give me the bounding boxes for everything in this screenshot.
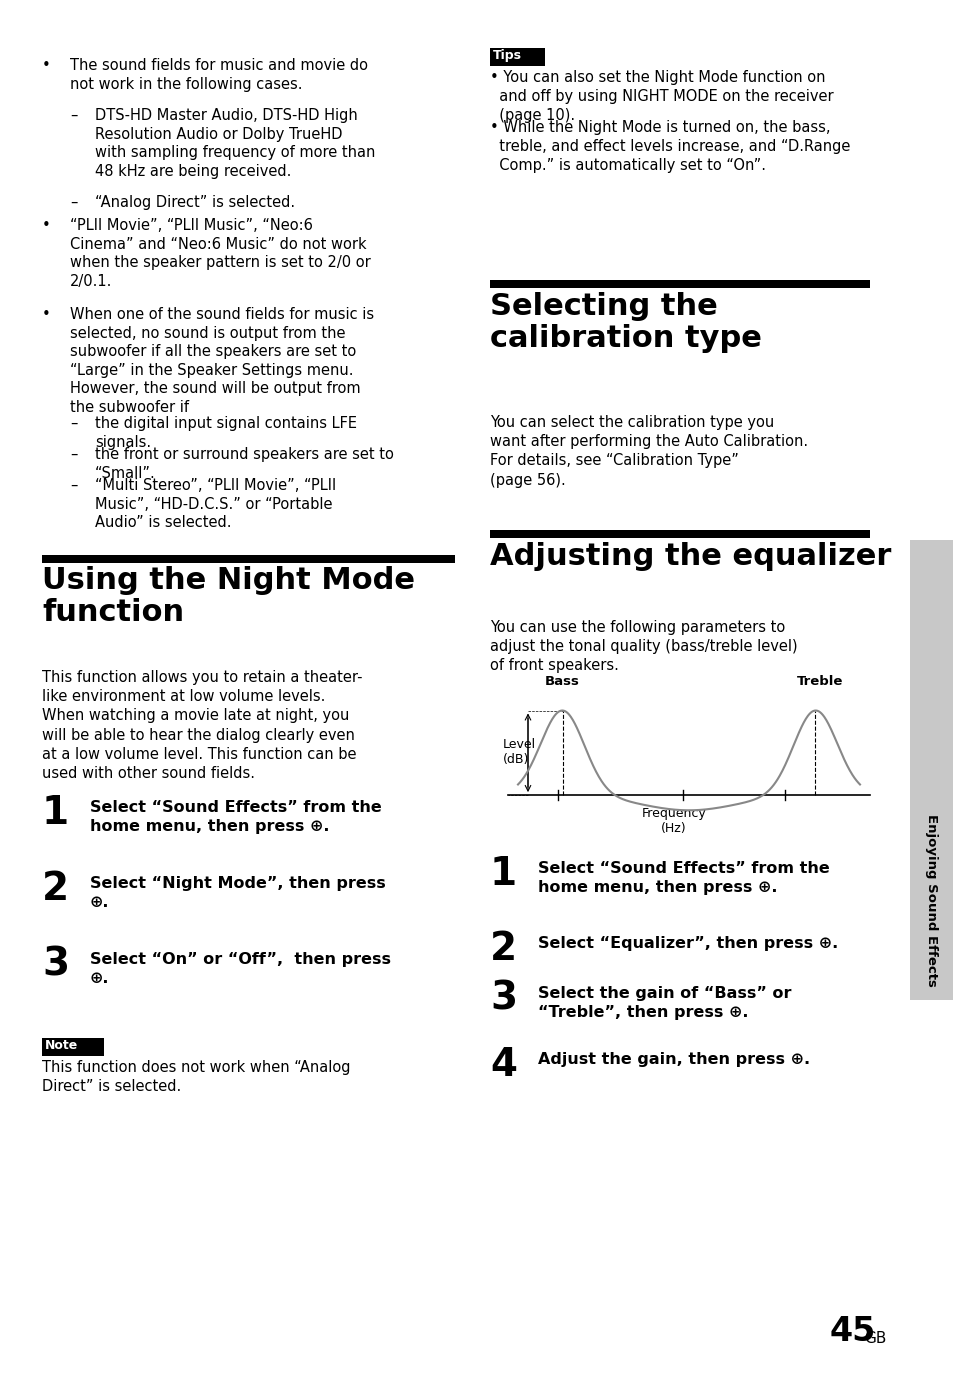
Text: 4: 4 xyxy=(490,1046,517,1085)
Text: Select “Sound Effects” from the
home menu, then press ⊕.: Select “Sound Effects” from the home men… xyxy=(537,861,829,895)
Text: Frequency
(Hz): Frequency (Hz) xyxy=(641,807,705,835)
Bar xyxy=(909,540,953,1000)
Text: •: • xyxy=(42,308,51,323)
Text: DTS-HD Master Audio, DTS-HD High
Resolution Audio or Dolby TrueHD
with sampling : DTS-HD Master Audio, DTS-HD High Resolut… xyxy=(95,108,375,178)
Text: Select “Night Mode”, then press
⊕.: Select “Night Mode”, then press ⊕. xyxy=(90,876,385,909)
Text: •: • xyxy=(42,218,51,233)
Text: 1: 1 xyxy=(490,855,517,892)
Text: the digital input signal contains LFE
signals.: the digital input signal contains LFE si… xyxy=(95,416,356,449)
Text: • While the Night Mode is turned on, the bass,
  treble, and effect levels incre: • While the Night Mode is turned on, the… xyxy=(490,119,849,173)
Text: 3: 3 xyxy=(490,980,517,1017)
Text: Adjusting the equalizer: Adjusting the equalizer xyxy=(490,542,890,571)
Bar xyxy=(490,48,544,66)
Text: Tips: Tips xyxy=(493,49,521,62)
Text: Treble: Treble xyxy=(797,676,842,688)
Text: Adjust the gain, then press ⊕.: Adjust the gain, then press ⊕. xyxy=(537,1052,809,1067)
Text: The sound fields for music and movie do
not work in the following cases.: The sound fields for music and movie do … xyxy=(70,58,368,92)
Text: 45: 45 xyxy=(829,1315,876,1348)
Text: GB: GB xyxy=(863,1330,885,1346)
Bar xyxy=(42,555,455,563)
Text: This function allows you to retain a theater-
like environment at low volume lev: This function allows you to retain a the… xyxy=(42,670,362,781)
Text: This function does not work when “Analog
Direct” is selected.: This function does not work when “Analog… xyxy=(42,1060,350,1094)
Text: Using the Night Mode
function: Using the Night Mode function xyxy=(42,566,415,627)
Text: 3: 3 xyxy=(42,946,69,984)
Text: –: – xyxy=(70,108,77,124)
Text: Select the gain of “Bass” or
“Treble”, then press ⊕.: Select the gain of “Bass” or “Treble”, t… xyxy=(537,986,791,1020)
Text: 2: 2 xyxy=(42,870,69,908)
Text: 2: 2 xyxy=(490,930,517,968)
Text: –: – xyxy=(70,478,77,493)
Text: Note: Note xyxy=(45,1039,78,1052)
Text: “PLII Movie”, “PLII Music”, “Neo:6
Cinema” and “Neo:6 Music” do not work
when th: “PLII Movie”, “PLII Music”, “Neo:6 Cinem… xyxy=(70,218,371,288)
Bar xyxy=(42,1038,104,1056)
Text: –: – xyxy=(70,195,77,210)
Bar xyxy=(490,530,869,538)
Text: Select “Sound Effects” from the
home menu, then press ⊕.: Select “Sound Effects” from the home men… xyxy=(90,800,381,833)
Text: Enjoying Sound Effects: Enjoying Sound Effects xyxy=(924,814,938,986)
Text: •: • xyxy=(42,58,51,73)
Text: –: – xyxy=(70,416,77,431)
Text: Bass: Bass xyxy=(544,676,579,688)
Text: You can use the following parameters to
adjust the tonal quality (bass/treble le: You can use the following parameters to … xyxy=(490,621,797,673)
Text: Select “Equalizer”, then press ⊕.: Select “Equalizer”, then press ⊕. xyxy=(537,936,838,951)
Text: Level
(dB): Level (dB) xyxy=(502,739,536,766)
Text: When one of the sound fields for music is
selected, no sound is output from the
: When one of the sound fields for music i… xyxy=(70,308,374,415)
Text: the front or surround speakers are set to
“Small”.: the front or surround speakers are set t… xyxy=(95,448,394,481)
Text: Select “On” or “Off”,  then press
⊕.: Select “On” or “Off”, then press ⊕. xyxy=(90,951,391,986)
Text: “Analog Direct” is selected.: “Analog Direct” is selected. xyxy=(95,195,294,210)
Text: “Multi Stereo”, “PLII Movie”, “PLII
Music”, “HD-D.C.S.” or “Portable
Audio” is s: “Multi Stereo”, “PLII Movie”, “PLII Musi… xyxy=(95,478,335,530)
Text: –: – xyxy=(70,448,77,461)
Bar xyxy=(490,280,869,288)
Text: 1: 1 xyxy=(42,794,69,832)
Text: Selecting the
calibration type: Selecting the calibration type xyxy=(490,292,761,353)
Text: You can select the calibration type you
want after performing the Auto Calibrati: You can select the calibration type you … xyxy=(490,415,807,487)
Text: • You can also set the Night Mode function on
  and off by using NIGHT MODE on t: • You can also set the Night Mode functi… xyxy=(490,70,833,124)
